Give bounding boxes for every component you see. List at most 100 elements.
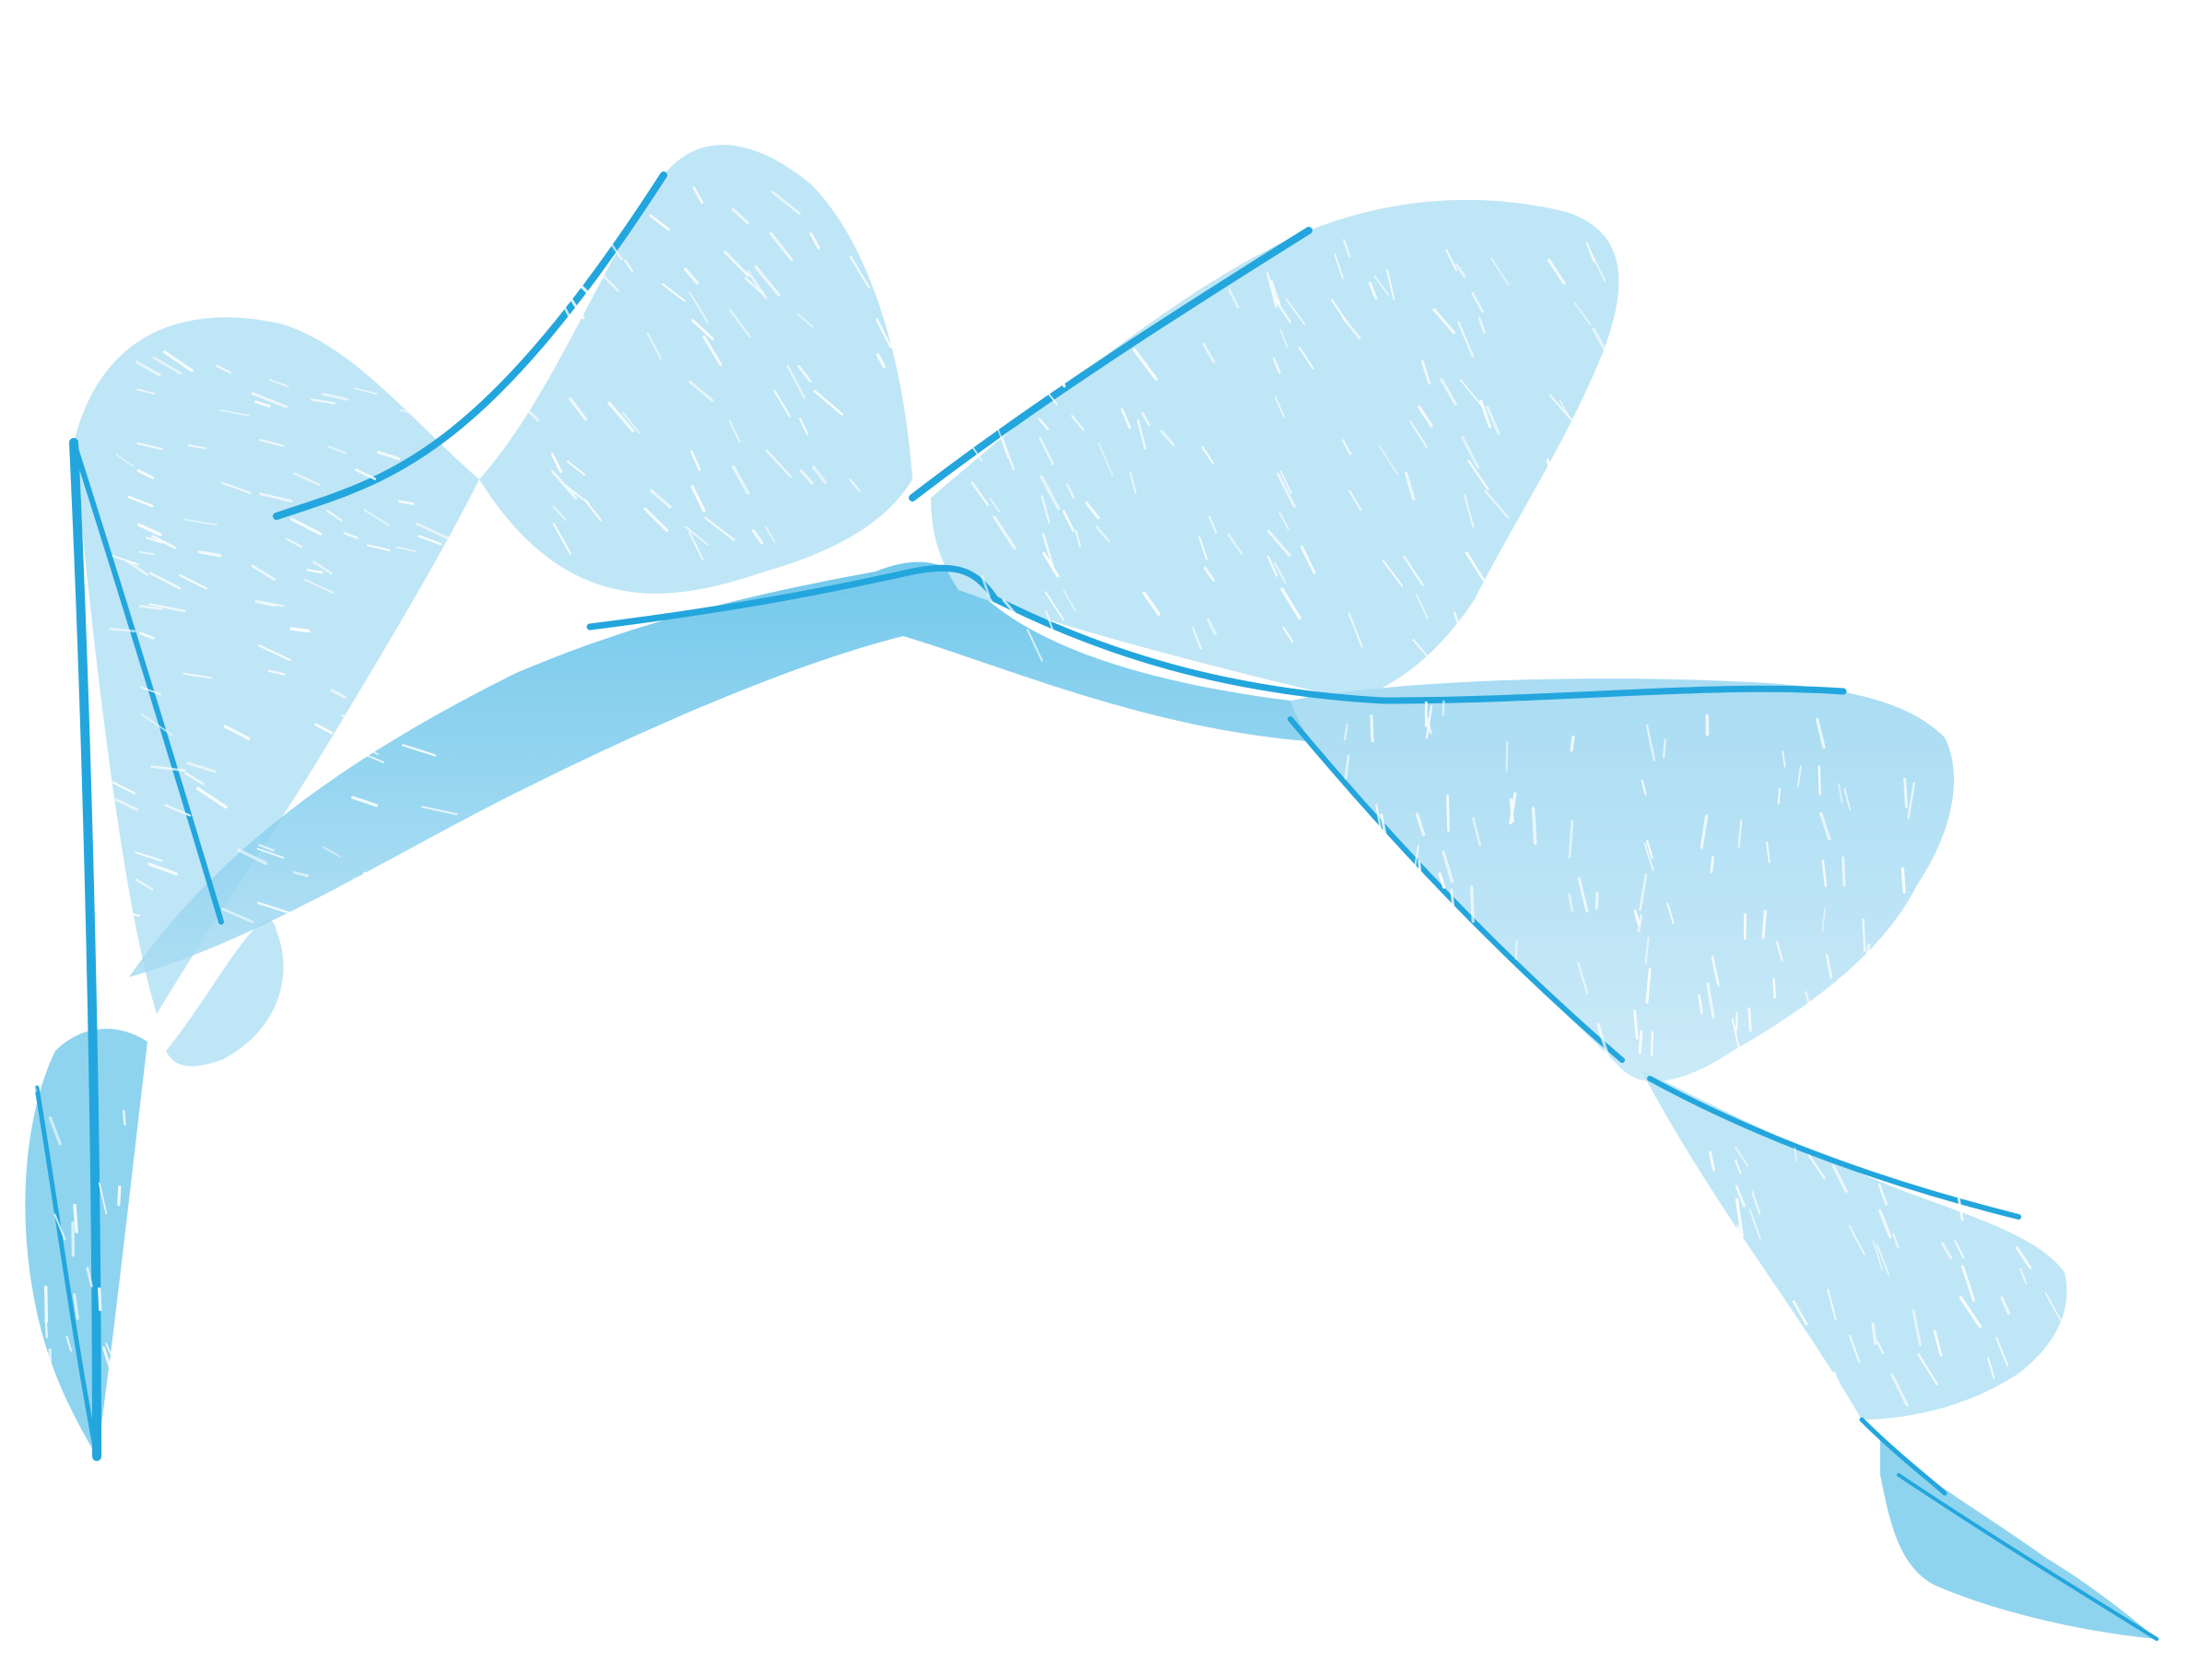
hatch-stroke <box>1068 301 1080 318</box>
hatch-stroke <box>1052 360 1065 386</box>
hatch-stroke <box>354 879 374 890</box>
hatch-stroke <box>1343 962 1347 979</box>
hatch-stroke <box>1726 1322 1736 1337</box>
hatch-stroke <box>1575 586 1579 598</box>
hatch-stroke <box>365 873 386 888</box>
hatch-stroke <box>830 196 835 208</box>
hatch-stroke <box>421 699 441 704</box>
hatch-stroke <box>968 368 982 394</box>
hatch-stroke <box>1843 857 1844 885</box>
hatch-stroke <box>382 895 403 902</box>
hatch-stroke <box>1403 1008 1404 1034</box>
hatch-stroke <box>1596 893 1597 909</box>
hatch-stroke <box>1449 994 1453 1020</box>
hatch-stroke <box>1736 1013 1737 1030</box>
hatch-stroke <box>2043 1131 2054 1148</box>
hatch-stroke <box>1908 973 1909 988</box>
hatch-stroke <box>1652 1032 1653 1056</box>
hatch-stroke <box>1025 270 1046 295</box>
lower-tail <box>1641 1069 2067 1420</box>
hatch-stroke <box>1136 241 1147 254</box>
hatch-stroke <box>1547 460 1554 486</box>
hatch-stroke <box>1348 820 1351 856</box>
hatch-stroke <box>875 215 900 235</box>
hatch-stroke <box>1712 857 1713 872</box>
hatch-stroke <box>1587 542 1600 574</box>
hatch-stroke <box>1420 940 1422 966</box>
hatch-stroke <box>1536 1003 1537 1025</box>
hatch-stroke <box>1877 1132 1887 1162</box>
hatch-stroke <box>1847 999 1849 1023</box>
hatch-stroke <box>1351 851 1352 871</box>
hatch-stroke <box>1829 1028 1830 1042</box>
hatch-stroke <box>1745 1347 1754 1370</box>
hatch-stroke <box>75 1206 76 1233</box>
hatch-stroke <box>855 537 864 550</box>
hatch-stroke <box>1554 633 1567 652</box>
hatch-stroke <box>1557 569 1574 595</box>
hatch-stroke <box>46 1287 47 1321</box>
third-lobe <box>931 200 1618 701</box>
hatch-stroke <box>1819 767 1820 795</box>
hatch-stroke <box>1165 264 1182 288</box>
hatch-stroke <box>1038 361 1043 374</box>
hatch-stroke <box>876 250 888 260</box>
hatch-stroke <box>1132 247 1144 277</box>
hatch-stroke <box>1443 702 1444 714</box>
second-lobe <box>479 145 912 594</box>
hatch-stroke <box>1640 1032 1641 1052</box>
hatch-stroke <box>1371 1006 1376 1033</box>
hatch-stroke <box>2005 1197 2016 1213</box>
hatch-stroke <box>1902 1000 1904 1020</box>
hatch-stroke <box>1448 796 1449 831</box>
right-wing <box>1290 678 1954 1081</box>
hatch-stroke <box>1664 740 1665 757</box>
hatch-stroke <box>1918 1162 1927 1185</box>
hatch-stroke <box>1710 1319 1717 1339</box>
hatch-stroke <box>1690 1310 1696 1327</box>
hatch-stroke <box>1050 301 1069 326</box>
hatch-stroke <box>1419 909 1421 927</box>
hatch-stroke <box>1127 280 1132 294</box>
hatch-stroke <box>1739 1265 1747 1281</box>
hatch-stroke <box>1978 1120 1983 1132</box>
hatch-stroke <box>1788 1328 1793 1351</box>
hatch-stroke <box>543 266 553 279</box>
hatch-stroke <box>46 1320 47 1338</box>
hatch-stroke <box>1509 985 1510 1018</box>
hatch-stroke <box>135 1334 144 1370</box>
hatch-stroke <box>331 755 344 758</box>
hatch-stroke <box>1050 321 1059 341</box>
hatch-stroke <box>1070 278 1076 295</box>
hatch-stroke <box>1691 1362 1703 1392</box>
hatch-stroke <box>119 1187 120 1205</box>
hatch-stroke <box>362 747 378 755</box>
hatch-stroke <box>1836 979 1839 1004</box>
hatch-stroke <box>1425 1003 1426 1020</box>
hatch-stroke <box>1512 598 1526 625</box>
hatch-stroke <box>1339 887 1342 909</box>
hatch-stroke <box>1063 254 1075 275</box>
hatch-stroke <box>524 310 534 323</box>
hatch-stroke <box>993 318 1014 343</box>
hatch-stroke <box>853 228 870 253</box>
hatch-stroke <box>1779 789 1780 804</box>
hatch-stroke <box>1382 947 1383 968</box>
hatch-stroke <box>1902 868 1904 891</box>
hatch-stroke <box>36 1384 42 1400</box>
hatch-stroke <box>418 351 438 357</box>
hatch-stroke <box>1406 971 1413 996</box>
hatch-stroke <box>555 207 578 230</box>
hatch-stroke <box>405 654 422 660</box>
hatch-stroke <box>1436 995 1439 1011</box>
hatch-stroke <box>1909 921 1911 945</box>
hatch-stroke <box>1516 941 1517 959</box>
hatch-stroke <box>1774 979 1775 997</box>
hatch-stroke <box>420 644 433 648</box>
hatch-stroke <box>555 190 563 205</box>
hatch-stroke <box>1371 879 1374 908</box>
hatch-stroke <box>526 263 535 280</box>
hatch-stroke <box>1507 742 1508 771</box>
